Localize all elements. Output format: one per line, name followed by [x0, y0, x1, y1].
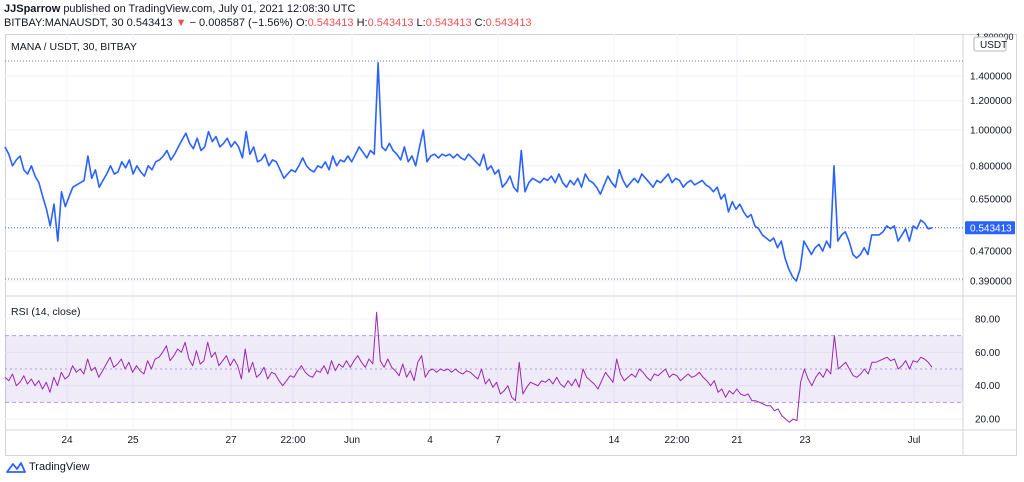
price-tick-label: 0.650000 [970, 195, 1012, 206]
time-tick-label: 14 [608, 435, 620, 446]
footer-brand[interactable]: TradingView [6, 461, 90, 473]
price-tick-label: 1.000000 [970, 125, 1012, 136]
time-tick-label: 27 [225, 435, 237, 446]
low-value: 0.543413 [425, 17, 472, 29]
last-price: 0.543413 [126, 17, 173, 29]
high-value: 0.543413 [367, 17, 414, 29]
price-tick-label: 1.400000 [970, 72, 1012, 83]
chart-header-line-2: BITBAY:MANAUSDT, 30 0.543413 ▼ − 0.00858… [4, 17, 532, 29]
open-label: O: [296, 17, 308, 29]
price-tick-label: 0.390000 [970, 277, 1012, 288]
time-tick-label: 21 [731, 435, 743, 446]
price-tick-label: 0.470000 [970, 247, 1012, 258]
price-pane-title: MANA / USDT, 30, BITBAY [11, 41, 137, 53]
price-series-line[interactable] [4, 61, 933, 282]
time-tick-label: 23 [799, 435, 811, 446]
time-tick-label: 22:00 [664, 435, 689, 446]
rsi-pane-title: RSI (14, close) [11, 306, 80, 318]
tradingview-logo-icon [6, 462, 26, 473]
rsi-tick-label: 60.00 [975, 348, 1000, 359]
high-label: H: [356, 17, 368, 29]
rsi-gridlines [5, 318, 963, 420]
time-tick-label: 7 [495, 435, 501, 446]
time-axis-ticks[interactable]: 24 25 27 22:00 Jun 4 7 14 22:00 21 23 Jul [61, 435, 920, 446]
close-value: 0.543413 [485, 17, 532, 29]
close-label: C: [474, 17, 486, 29]
time-tick-label: 25 [127, 435, 139, 446]
rsi-axis-ticks[interactable]: 80.00 60.00 40.00 20.00 [975, 315, 1000, 426]
rsi-tick-label: 40.00 [975, 381, 1000, 392]
last-price-badge [965, 221, 1015, 235]
down-arrow-icon: ▼ [175, 17, 187, 29]
time-tick-label: Jul [908, 435, 921, 446]
time-tick-label: 24 [61, 435, 73, 446]
last-price-badge-label: 0.543413 [970, 223, 1012, 234]
price-change: − 0.008587 (−1.56%) [189, 17, 293, 29]
published-text: published on TradingView.com, July 01, 2… [63, 3, 356, 15]
time-tick-label: Jun [344, 435, 360, 446]
rsi-tick-label: 80.00 [975, 315, 1000, 326]
rsi-tick-label: 20.00 [975, 415, 1000, 426]
chart-header-line-1: JJSparrow published on TradingView.com, … [4, 3, 355, 15]
currency-box [973, 36, 1007, 52]
currency-label: USDT [980, 40, 1007, 51]
time-tick-label: 4 [427, 435, 433, 446]
symbol-label: BITBAY:MANAUSDT, 30 [4, 17, 124, 29]
chart-frame [5, 34, 1017, 456]
price-tick-label: 1.200000 [970, 96, 1012, 107]
rsi-band-fill [5, 335, 963, 403]
footer-brand-label: TradingView [29, 461, 90, 473]
price-tick-label: 0.800000 [970, 161, 1012, 172]
price-axis-ticks[interactable]: 1.400000 1.200000 1.000000 0.800000 0.650000… [970, 72, 1012, 288]
rsi-series-line[interactable] [4, 311, 933, 423]
time-tick-label: 22:00 [280, 435, 305, 446]
price-gridlines [5, 34, 963, 430]
publisher-name[interactable]: JJSparrow [4, 3, 61, 15]
open-value: 0.543413 [307, 17, 354, 29]
low-label: L: [416, 17, 426, 29]
